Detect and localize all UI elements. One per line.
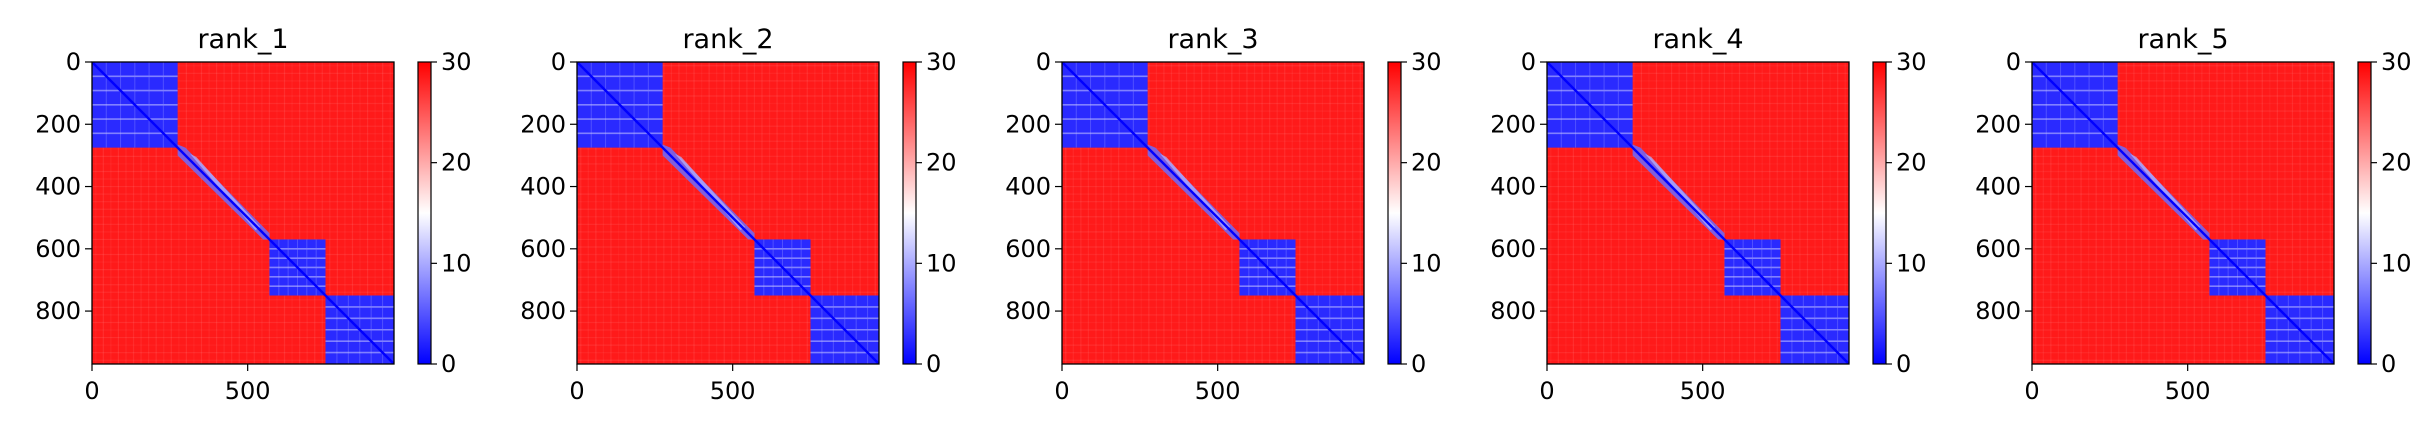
diagonal-line: [1547, 62, 1849, 364]
y-tick-label: 400: [520, 173, 566, 201]
panel-5: rank_5 0 200 400 600 800 0 500 0 10 20 30: [1975, 24, 2411, 405]
colorbar-tick-label: 10: [2381, 249, 2412, 277]
diagonal-line: [2032, 62, 2334, 364]
y-tick-label: 0: [1521, 48, 1536, 76]
panel-title: rank_1: [197, 24, 288, 55]
y-tick-label: 400: [35, 173, 81, 201]
panel-title: rank_2: [682, 24, 773, 55]
colorbar: 0 10 20 30: [1872, 48, 1927, 378]
x-tick-label: 500: [710, 377, 756, 405]
panel-3: rank_3 0 200 400 600 800 0 500 0 10 20 30: [1005, 24, 1441, 405]
plot-frame: [2031, 61, 2335, 365]
colorbar-gradient: [2357, 61, 2372, 365]
colorbar-tick-label: 20: [2381, 149, 2412, 177]
colorbar-tick-label: 20: [926, 149, 957, 177]
x-tick-label: 500: [2165, 377, 2211, 405]
y-tick-label: 600: [1975, 235, 2021, 263]
y-tick-label: 200: [35, 110, 81, 138]
y-tick-label: 0: [2006, 48, 2021, 76]
panel-title: rank_3: [1167, 24, 1258, 55]
diagonal-block: [1239, 239, 1296, 296]
colorbar-tick-label: 30: [1411, 48, 1442, 76]
colorbar-tick-label: 20: [1411, 149, 1442, 177]
y-tick-label: 600: [35, 235, 81, 263]
colorbar-tick-label: 20: [1896, 149, 1927, 177]
colorbar-tick-label: 10: [441, 249, 472, 277]
colorbar-tick-label: 0: [2381, 350, 2396, 378]
y-tick-label: 400: [1490, 173, 1536, 201]
heatmap: [577, 62, 879, 364]
colorbar-tick-label: 0: [441, 350, 456, 378]
colorbar-tick-label: 20: [441, 149, 472, 177]
y-tick-label: 800: [1975, 297, 2021, 325]
plot-frame: [576, 61, 880, 365]
x-tick-label: 0: [569, 377, 584, 405]
y-tick-label: 800: [1490, 297, 1536, 325]
y-tick-label: 800: [35, 297, 81, 325]
colorbar-gradient: [1872, 61, 1887, 365]
x-tick-label: 500: [225, 377, 271, 405]
colorbar-tick-label: 30: [926, 48, 957, 76]
y-tick-label: 0: [551, 48, 566, 76]
heatmap: [2032, 62, 2334, 364]
colorbar-tick-label: 30: [441, 48, 472, 76]
y-tick-label: 800: [520, 297, 566, 325]
colorbar: 0 10 20 30: [417, 48, 472, 378]
panel-4: rank_4 0 200 400 600 800 0 500 0 10 20 30: [1490, 24, 1926, 405]
panel-title: rank_4: [1652, 24, 1743, 55]
y-tick-label: 200: [1005, 110, 1051, 138]
heatmap: [1062, 62, 1364, 364]
colorbar: 0 10 20 30: [1387, 48, 1442, 378]
y-tick-label: 200: [1490, 110, 1536, 138]
x-tick-label: 500: [1195, 377, 1241, 405]
x-tick-label: 0: [1539, 377, 1554, 405]
heatmap: [92, 62, 394, 364]
y-tick-label: 800: [1005, 297, 1051, 325]
colorbar-tick-label: 10: [926, 249, 957, 277]
y-tick-label: 0: [66, 48, 81, 76]
x-tick-label: 500: [1680, 377, 1726, 405]
y-tick-label: 600: [1005, 235, 1051, 263]
y-tick-label: 200: [520, 110, 566, 138]
y-tick-label: 0: [1036, 48, 1051, 76]
diagonal-line: [577, 62, 879, 364]
colorbar: 0 10 20 30: [902, 48, 957, 378]
colorbar: 0 10 20 30: [2357, 48, 2412, 378]
colorbar-gradient: [417, 61, 432, 365]
colorbar-tick-label: 10: [1896, 249, 1927, 277]
y-tick-label: 600: [1490, 235, 1536, 263]
panel-1: rank_1 0 200 400 600 800 0 500 0 10 20 30: [35, 24, 471, 405]
colorbar-gradient: [1387, 61, 1402, 365]
colorbar-tick-label: 0: [1411, 350, 1426, 378]
y-tick-label: 400: [1975, 173, 2021, 201]
colorbar-tick-label: 30: [2381, 48, 2412, 76]
plot-frame: [91, 61, 395, 365]
panel-2: rank_2 0 200 400 600 800 0 500 0 10 20 30: [520, 24, 956, 405]
diagonal-line: [92, 62, 394, 364]
plot-frame: [1546, 61, 1850, 365]
colorbar-gradient: [902, 61, 917, 365]
colorbar-tick-label: 0: [1896, 350, 1911, 378]
y-tick-label: 400: [1005, 173, 1051, 201]
x-tick-label: 0: [2024, 377, 2039, 405]
x-tick-label: 0: [84, 377, 99, 405]
colorbar-tick-label: 10: [1411, 249, 1442, 277]
panel-title: rank_5: [2137, 24, 2228, 55]
heatmap: [1547, 62, 1849, 364]
colorbar-tick-label: 30: [1896, 48, 1927, 76]
y-tick-label: 200: [1975, 110, 2021, 138]
y-tick-label: 600: [520, 235, 566, 263]
diagonal-line: [1062, 62, 1364, 364]
x-tick-label: 0: [1054, 377, 1069, 405]
colorbar-tick-label: 0: [926, 350, 941, 378]
plot-frame: [1061, 61, 1365, 365]
